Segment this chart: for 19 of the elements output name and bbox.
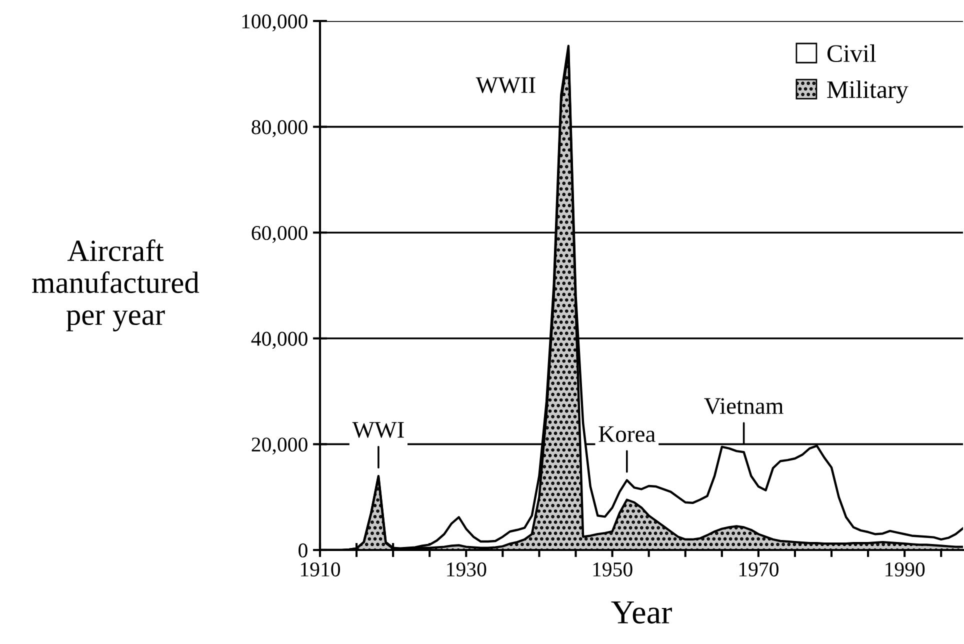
y-tick-label: 100,000 (242, 14, 308, 32)
y-tick-label: 0 (298, 543, 308, 558)
annotation: Vietnam (704, 398, 784, 414)
y-tick-label: 60,000 (252, 226, 308, 244)
x-axis-title: Year (611, 601, 672, 624)
y-tick-label: 40,000 (251, 332, 308, 349)
y-tick-label: 80,000 (252, 120, 308, 138)
legend-label: Military (827, 80, 908, 104)
annotation: Korea (598, 426, 656, 442)
legend-label: Civil (827, 44, 876, 62)
x-tick-label: 1910 (301, 562, 340, 576)
x-tick-label: 1990 (886, 562, 925, 576)
x-tick-label: 1930 (447, 562, 486, 576)
x-tick-label: 1970 (739, 562, 778, 576)
annotation: WWI (352, 422, 404, 438)
y-axis-title: Aircraft manufactured per year (32, 239, 200, 332)
x-tick-label: 1950 (593, 562, 632, 576)
annotation: WWII (476, 77, 536, 94)
y-tick-label: 20,000 (252, 438, 308, 455)
